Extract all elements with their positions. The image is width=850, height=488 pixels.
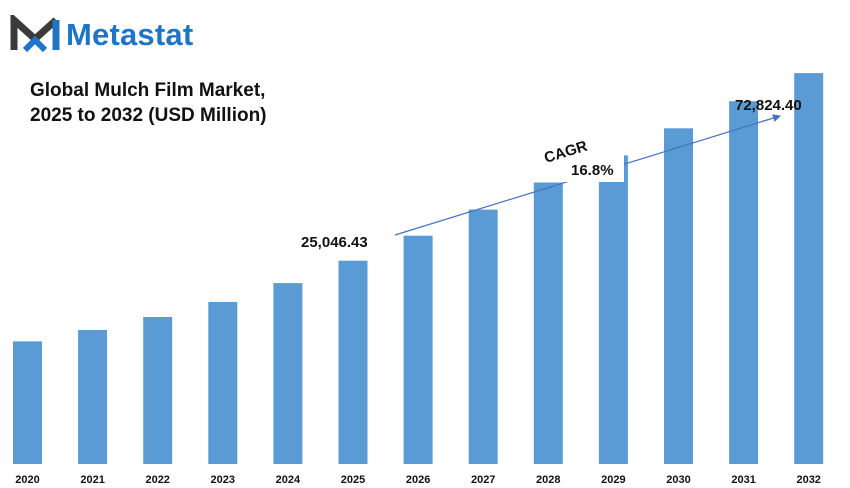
x-tick-label-2028: 2028 (536, 474, 560, 486)
chart-title-line-2: 2025 to 2032 (USD Million) (30, 105, 267, 126)
x-tick-label-2022: 2022 (145, 474, 169, 486)
x-tick-label-2031: 2031 (731, 474, 755, 486)
metastat-m-logo-icon (10, 15, 60, 53)
x-tick-label-2024: 2024 (276, 474, 301, 486)
x-tick-label-2026: 2026 (406, 474, 430, 486)
x-tick-label-2023: 2023 (211, 474, 235, 486)
bar-2020 (13, 341, 42, 464)
x-tick-label-2025: 2025 (341, 474, 365, 486)
x-tick-label-2029: 2029 (601, 474, 625, 486)
bar-2021 (78, 330, 108, 464)
bar-2023 (208, 301, 238, 464)
bar-2025 (338, 260, 368, 464)
cagr-label-backdrop (540, 140, 624, 182)
bar-2032 (794, 73, 824, 464)
bar-series (13, 73, 824, 465)
bar-2024 (273, 283, 303, 464)
cagr-value: 16.8% (571, 162, 614, 179)
bar-2026 (403, 235, 433, 464)
bar-2030 (664, 128, 693, 465)
x-tick-label-2020: 2020 (15, 474, 39, 486)
bar-2028 (533, 182, 563, 464)
x-tick-label-2027: 2027 (471, 474, 495, 486)
chart-title-line-1: Global Mulch Film Market, (30, 80, 266, 101)
bar-2027 (468, 209, 498, 464)
chart-title: Global Mulch Film Market, 2025 to 2032 (… (30, 78, 290, 128)
bar-2022 (143, 317, 173, 464)
x-tick-label-2021: 2021 (80, 474, 104, 486)
data-label-2025: 25,046.43 (301, 234, 368, 251)
data-label-2032: 72,824.40 (735, 97, 802, 114)
x-tick-label-2032: 2032 (796, 474, 820, 486)
bar-2031 (729, 101, 759, 464)
brand-name: Metastat (66, 16, 194, 52)
x-tick-label-2030: 2030 (666, 474, 690, 486)
bar-2029 (598, 155, 628, 464)
x-axis-tick-labels: 2020 2021 2022 2023 2024 2025 2026 2027 2028 2029… (15, 474, 821, 486)
brand-logo: Metastat (10, 14, 193, 54)
